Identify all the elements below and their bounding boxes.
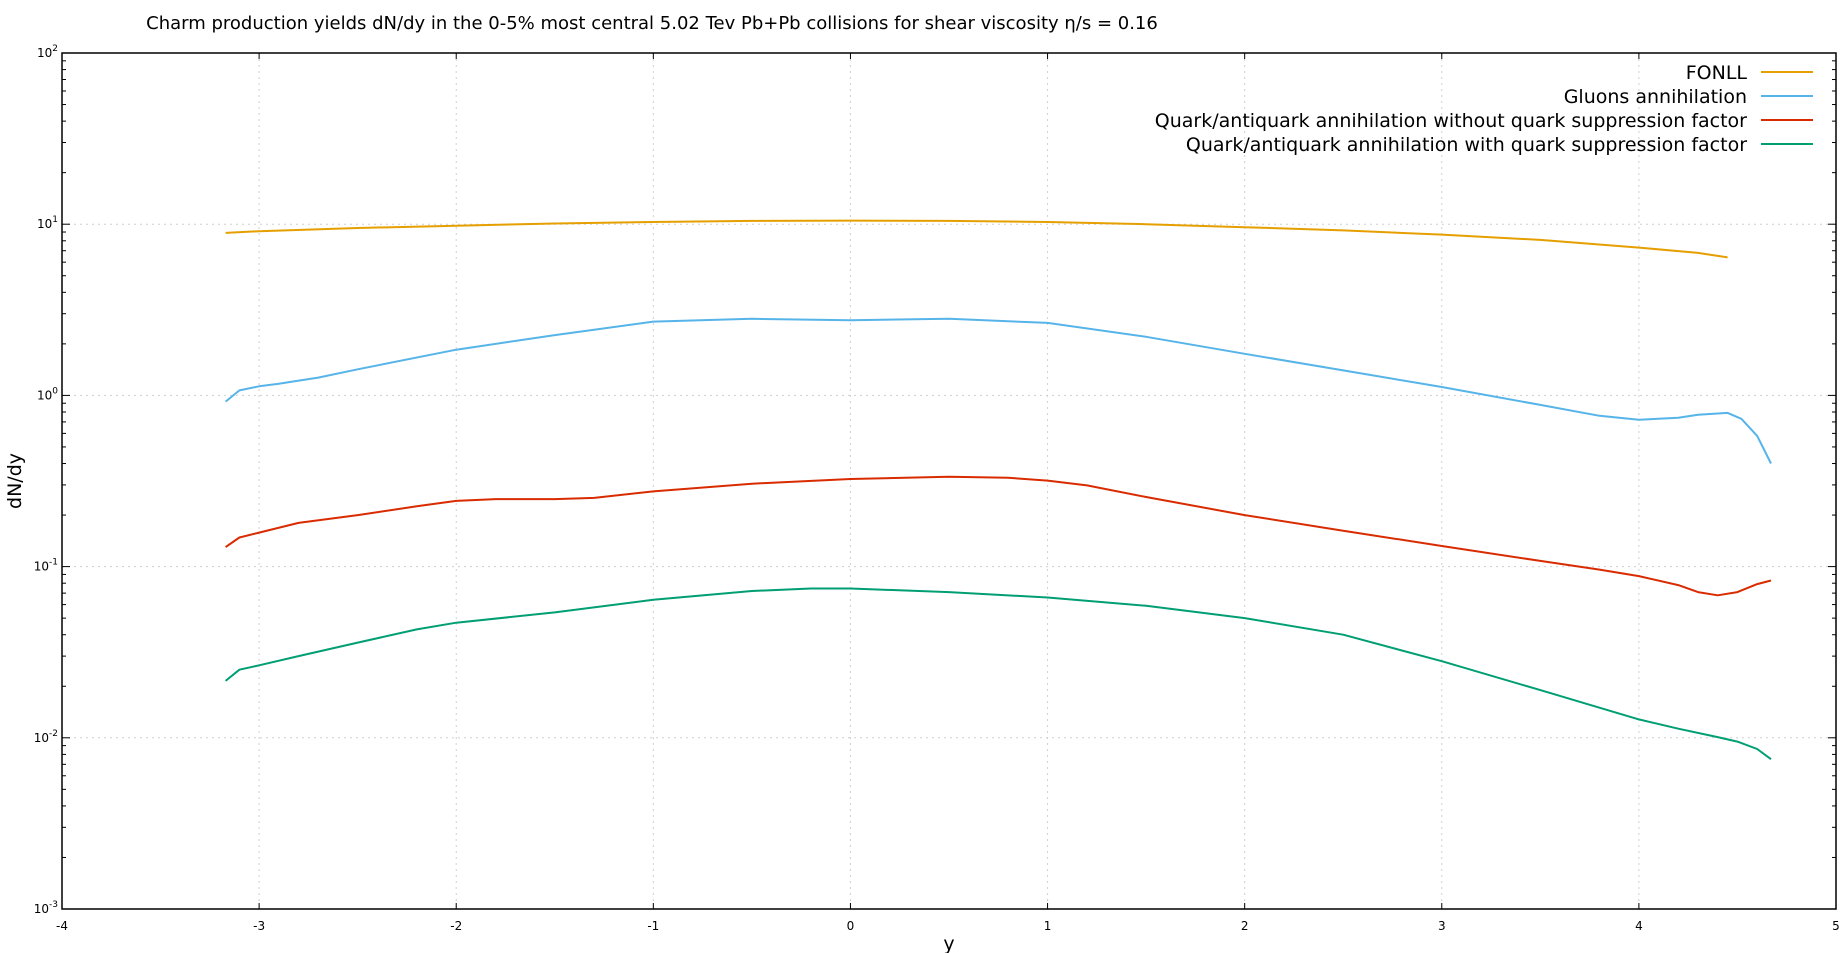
series-line-3 <box>225 475 1772 597</box>
x-tick-label: 1 <box>1044 919 1052 933</box>
chart-title: Charm production yields dN/dy in the 0-5… <box>146 13 1158 34</box>
y-tick-label: 100 <box>37 386 58 402</box>
x-tick-label: 0 <box>847 919 855 933</box>
x-tick-label: 2 <box>1241 919 1249 933</box>
series-line-2 <box>224 317 1772 464</box>
plot-series <box>224 219 1772 761</box>
y-tick-label: 10-2 <box>34 729 58 745</box>
legend-label-1: FONLL <box>1686 62 1748 84</box>
axis-ticks: -4 -3 -2 -1 0 1 2 3 4 5 10-3 10-2 10-1 100 101 102 <box>34 44 1840 933</box>
x-tick-label: -3 <box>253 919 265 933</box>
x-axis-label: y <box>943 933 954 953</box>
y-tick-label: 101 <box>37 215 58 231</box>
grid-lines <box>62 53 1836 909</box>
legend-label-2: Gluons annihilation <box>1564 86 1747 108</box>
x-tick-label: 4 <box>1635 919 1643 933</box>
plot-frame <box>61 52 1837 910</box>
y-tick-label: 10-1 <box>34 558 58 574</box>
legend-label-3: Quark/antiquark annihilation without qua… <box>1155 110 1747 132</box>
x-tick-label: 3 <box>1438 919 1446 933</box>
y-tick-label: 102 <box>37 44 58 60</box>
legend-label-4: Quark/antiquark annihilation with quark … <box>1186 134 1747 156</box>
x-tick-label: -1 <box>647 919 659 933</box>
series-line-1 <box>225 219 1728 259</box>
series-line-4 <box>224 587 1772 761</box>
y-tick-label: 10-3 <box>34 900 58 916</box>
x-tick-label: 5 <box>1832 919 1840 933</box>
x-tick-label: -2 <box>450 919 462 933</box>
y-axis-label: dN/dy <box>4 453 26 509</box>
x-tick-label: -4 <box>56 919 68 933</box>
